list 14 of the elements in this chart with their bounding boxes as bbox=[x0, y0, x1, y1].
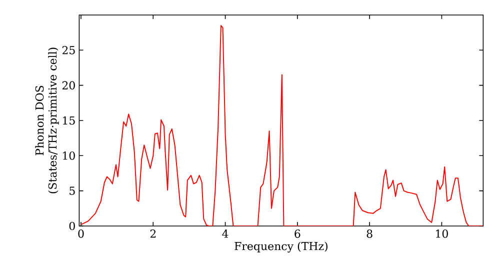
y-tick-label: 10 bbox=[63, 152, 75, 160]
x-tick-label: 6 bbox=[294, 230, 300, 238]
y-axis-title: Phonon DOS (States/THz·primitive cell) bbox=[35, 48, 59, 194]
x-tick-label: 10 bbox=[436, 230, 448, 238]
x-axis-title: Frequency (THz) bbox=[234, 242, 328, 253]
x-tick-label: 4 bbox=[222, 230, 228, 238]
x-tick-label: 0 bbox=[78, 230, 84, 238]
x-tick-label: 2 bbox=[150, 230, 156, 238]
y-tick-label: 0 bbox=[69, 222, 75, 230]
y-tick-label: 25 bbox=[62, 46, 75, 54]
x-tick-label: 8 bbox=[366, 230, 372, 238]
y-tick-label: 15 bbox=[63, 116, 75, 125]
y-tick-label: 20 bbox=[62, 81, 75, 90]
y-tick-label: 5 bbox=[70, 186, 75, 195]
